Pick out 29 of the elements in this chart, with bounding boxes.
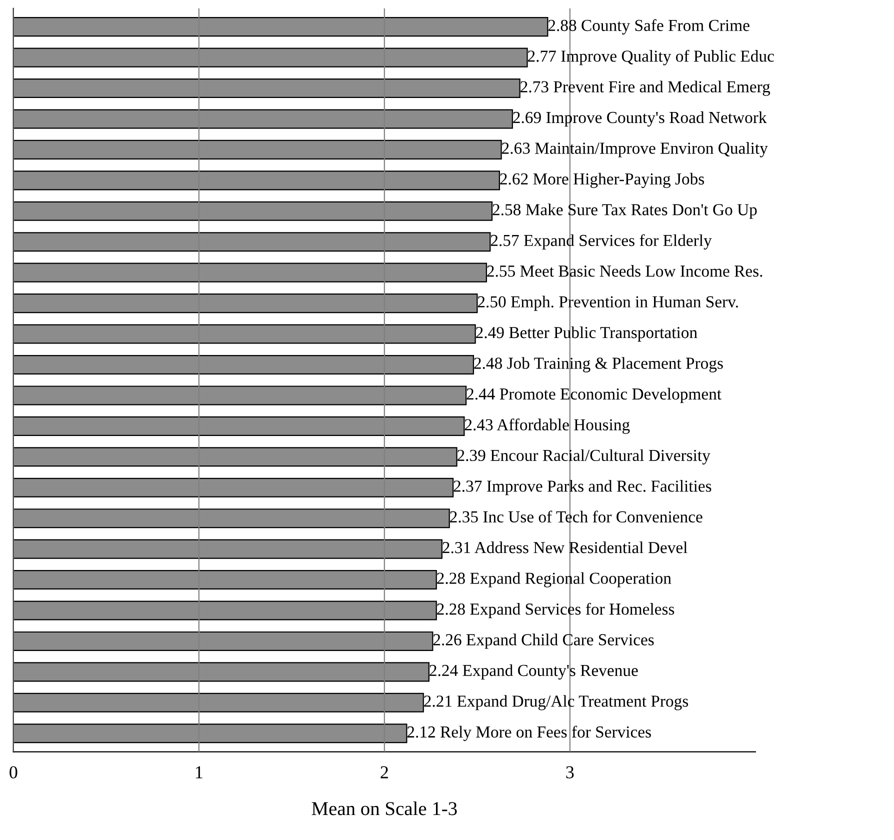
text: 2.48 Job Training & Placement Progs — [474, 357, 723, 372]
text: 2.63 Maintain/Improve Environ Quality — [502, 142, 768, 158]
text: 2.26 Expand Child Care Services — [433, 634, 654, 649]
x-axis-title: Mean on Scale 1-3 — [312, 802, 457, 816]
x-tick-label: 0 — [10, 766, 18, 778]
text: 2.62 More Higher-Paying Jobs — [500, 172, 704, 188]
text: 2.88 County Safe From Crime — [548, 19, 750, 34]
text: 2.43 Affordable Housing — [464, 418, 630, 434]
text: 2.44 Promote Economic Development — [466, 388, 722, 404]
text: 2.55 Meet Basic Needs Low Income Res. — [487, 265, 762, 277]
text: 2.37 Improve Parks and Rec. Facilities — [454, 480, 712, 496]
text: 2.58 Make Sure Tax Rates Don't Go Up — [492, 204, 757, 219]
text: 2.50 Emph. Prevention in Human Serv. — [478, 296, 738, 311]
text: 2.69 Improve County's Road Network — [513, 111, 767, 127]
text: 2.21 Expand Drug/Alc Treatment Progs — [424, 695, 688, 710]
text: 2.24 Expand County's Revenue — [430, 664, 638, 680]
text: 2.31 Address New Residential Devel — [442, 541, 688, 554]
x-tick-label: 2 — [380, 766, 388, 778]
text: 2.35 Inc Use of Tech for Convenience — [450, 510, 702, 523]
text: 2.39 Encour Racial/Cultural Diversity — [458, 449, 710, 464]
text: 2.12 Rely More on Fees for Services — [407, 726, 651, 742]
x-tick-label: 3 — [566, 766, 574, 778]
text: 2.28 Expand Services for Homeless — [437, 602, 674, 618]
text: 2.73 Prevent Fire and Medical Emerg — [520, 80, 770, 96]
x-tick-label: 1 — [196, 766, 202, 778]
text: 2.49 Better Public Transportation — [476, 326, 698, 342]
text: 2.77 Improve Quality of Public Educ — [528, 50, 774, 66]
text: 2.57 Expand Services for Elderly — [490, 234, 712, 250]
text: 2.28 Expand Regional Cooperation — [437, 572, 672, 588]
